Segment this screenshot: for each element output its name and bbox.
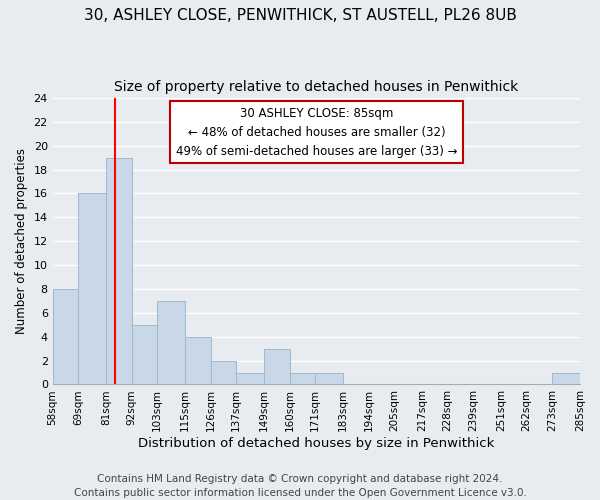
Bar bbox=[131, 325, 157, 384]
Text: 30 ASHLEY CLOSE: 85sqm
← 48% of detached houses are smaller (32)
49% of semi-det: 30 ASHLEY CLOSE: 85sqm ← 48% of detached… bbox=[176, 106, 457, 158]
Text: 30, ASHLEY CLOSE, PENWITHICK, ST AUSTELL, PL26 8UB: 30, ASHLEY CLOSE, PENWITHICK, ST AUSTELL… bbox=[83, 8, 517, 22]
Title: Size of property relative to detached houses in Penwithick: Size of property relative to detached ho… bbox=[114, 80, 518, 94]
Bar bbox=[185, 336, 211, 384]
Bar bbox=[106, 158, 131, 384]
Bar bbox=[264, 348, 290, 384]
Bar bbox=[53, 289, 78, 384]
Y-axis label: Number of detached properties: Number of detached properties bbox=[15, 148, 28, 334]
Bar bbox=[157, 301, 185, 384]
Bar bbox=[78, 194, 106, 384]
Bar bbox=[552, 372, 580, 384]
Bar bbox=[211, 360, 236, 384]
Text: Contains HM Land Registry data © Crown copyright and database right 2024.
Contai: Contains HM Land Registry data © Crown c… bbox=[74, 474, 526, 498]
Bar bbox=[236, 372, 264, 384]
Bar bbox=[315, 372, 343, 384]
Bar bbox=[290, 372, 315, 384]
X-axis label: Distribution of detached houses by size in Penwithick: Distribution of detached houses by size … bbox=[138, 437, 494, 450]
